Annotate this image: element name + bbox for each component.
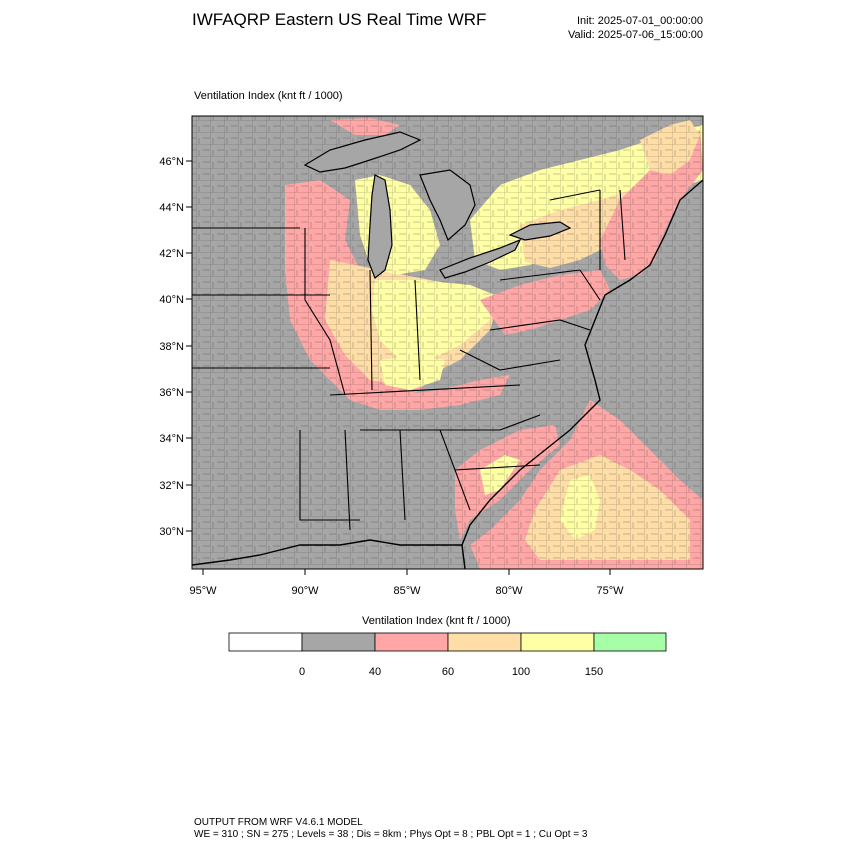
legend-bin-3 bbox=[447, 632, 522, 652]
latitude-axis: 46°N 44°N 42°N 40°N 38°N 36°N 34°N 32°N … bbox=[159, 156, 192, 538]
lon-label-80: 80°W bbox=[495, 585, 523, 597]
lake-ontario bbox=[508, 221, 572, 241]
state-boundaries bbox=[192, 189, 626, 531]
lat-label-40: 40°N bbox=[159, 294, 184, 306]
legend-bin-5 bbox=[593, 632, 667, 652]
legend-tick-60: 60 bbox=[442, 666, 454, 678]
lake-superior bbox=[303, 131, 422, 173]
footer-model: OUTPUT FROM WRF V4.6.1 MODEL bbox=[194, 817, 363, 828]
lat-label-38: 38°N bbox=[159, 341, 184, 353]
legend-tick-0: 0 bbox=[299, 666, 305, 678]
legend-bin-0 bbox=[228, 632, 303, 652]
lake-huron bbox=[419, 169, 476, 242]
legend-colorbar bbox=[228, 632, 667, 652]
lat-label-44: 44°N bbox=[159, 202, 184, 214]
field-label: Ventilation Index (knt ft / 1000) bbox=[194, 90, 343, 102]
lat-label-36: 36°N bbox=[159, 387, 184, 399]
map-frame bbox=[191, 115, 704, 570]
lat-label-34: 34°N bbox=[159, 433, 184, 445]
legend-bin-2 bbox=[374, 632, 449, 652]
coastline bbox=[192, 179, 703, 566]
lat-label-46: 46°N bbox=[159, 156, 184, 168]
lat-label-30: 30°N bbox=[159, 526, 184, 538]
lat-label-32: 32°N bbox=[159, 480, 184, 492]
lon-label-85: 85°W bbox=[393, 585, 421, 597]
map-panel bbox=[192, 116, 703, 569]
lake-michigan bbox=[367, 174, 393, 279]
valid-time: Valid: 2025-07-06_15:00:00 bbox=[568, 29, 703, 41]
lon-label-95: 95°W bbox=[189, 585, 217, 597]
legend-title: Ventilation Index (knt ft / 1000) bbox=[362, 615, 511, 627]
longitude-axis: 95°W 90°W 85°W 80°W 75°W bbox=[189, 569, 624, 597]
lon-label-75: 75°W bbox=[596, 585, 624, 597]
legend-ticks: 0 40 60 100 150 bbox=[299, 666, 603, 678]
init-time: Init: 2025-07-01_00:00:00 bbox=[577, 15, 703, 27]
legend-bin-1 bbox=[301, 632, 376, 652]
lake-erie bbox=[439, 238, 522, 279]
lon-label-90: 90°W bbox=[291, 585, 319, 597]
legend-bin-4 bbox=[520, 632, 595, 652]
legend-tick-40: 40 bbox=[369, 666, 381, 678]
lat-label-42: 42°N bbox=[159, 248, 184, 260]
chart-title: IWFAQRP Eastern US Real Time WRF bbox=[192, 10, 487, 29]
footer-config: WE = 310 ; SN = 275 ; Levels = 38 ; Dis … bbox=[194, 829, 588, 840]
florida-coast bbox=[461, 544, 466, 569]
legend-tick-150: 150 bbox=[585, 666, 603, 678]
legend-tick-100: 100 bbox=[512, 666, 530, 678]
